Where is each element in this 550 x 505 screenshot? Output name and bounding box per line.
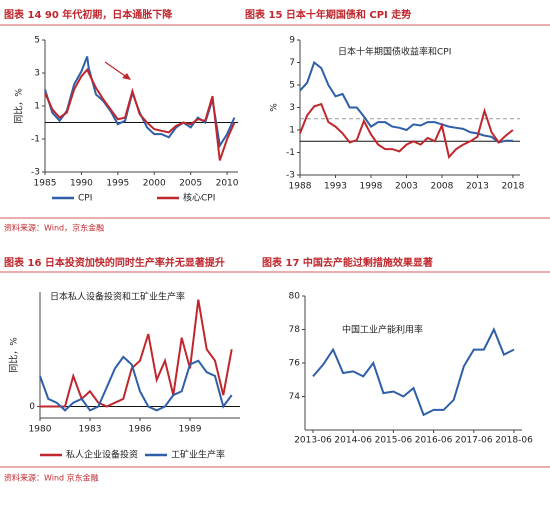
y-tick-label: 80 <box>289 292 301 302</box>
series-line <box>39 355 233 412</box>
y-tick-label: 76 <box>289 359 301 369</box>
y-tick-label: 0 <box>29 402 35 412</box>
x-tick-label: 1988 <box>289 182 312 192</box>
figure-title: 图表 16 日本投资加快的同时生产率并无显著提升 <box>4 256 225 269</box>
series-line <box>44 67 236 161</box>
x-tick-label: 2010 <box>216 179 239 189</box>
legend-label: 工矿业生产率 <box>171 449 225 461</box>
x-tick-label: 1998 <box>360 182 383 192</box>
legend-label: 私人企业设备投资 <box>66 449 138 461</box>
x-tick-label: 2005 <box>179 179 202 189</box>
y-tick-label: -1 <box>286 148 295 158</box>
legend-label: 核心CPI <box>183 192 215 204</box>
x-tick-label: 2000 <box>143 179 166 189</box>
y-tick-label: 1 <box>289 126 295 136</box>
y-tick-label: 7 <box>289 58 295 68</box>
series-line <box>40 299 233 408</box>
chart-title: 日本十年期国债收益率和CPI <box>338 46 451 58</box>
arrow-head <box>122 73 131 80</box>
y-tick-label: -1 <box>31 135 40 145</box>
x-tick-label: 1983 <box>79 425 102 435</box>
source: 资料来源：Wind，京东金融 <box>4 223 104 233</box>
x-tick-label: 1986 <box>129 425 152 435</box>
x-tick-label: 2014-06 <box>334 436 372 446</box>
x-tick-label: 2003 <box>395 182 418 192</box>
source: 资料来源：Wind 京东金融 <box>4 473 99 483</box>
y-axis-label: % <box>270 103 280 112</box>
x-tick-label: 1980 <box>29 425 52 435</box>
x-tick-label: 2018 <box>501 182 524 192</box>
series-line <box>299 102 514 160</box>
y-tick-label: 3 <box>34 69 40 79</box>
x-tick-label: 2016-06 <box>415 436 453 446</box>
x-tick-label: 2017-06 <box>455 436 493 446</box>
x-tick-label: 1985 <box>34 179 57 189</box>
y-tick-label: 1 <box>34 102 40 112</box>
y-axis-label: 同比，% <box>13 88 25 124</box>
legend-label: CPI <box>78 194 92 204</box>
x-tick-label: 2008 <box>430 182 453 192</box>
x-tick-label: 2013 <box>466 182 489 192</box>
x-tick-label: 1993 <box>324 182 347 192</box>
chart-title: 中国工业产能利用率 <box>342 324 423 336</box>
arrow <box>104 61 129 79</box>
figure-title: 图表 15 日本十年期国债和 CPI 走势 <box>245 8 411 21</box>
x-tick-label: 1990 <box>70 179 93 189</box>
x-tick-label: 2015-06 <box>375 436 413 446</box>
x-tick-label: 1995 <box>106 179 129 189</box>
series-line <box>312 327 515 417</box>
series-line <box>44 56 236 149</box>
x-tick-label: 2018-06 <box>495 436 533 446</box>
y-tick-label: 9 <box>289 36 295 46</box>
y-tick-label: 5 <box>34 36 40 46</box>
y-tick-label: -3 <box>31 168 40 178</box>
x-tick-label: 1989 <box>179 425 202 435</box>
series-line <box>299 60 513 144</box>
y-tick-label: -3 <box>286 171 295 181</box>
figure-title: 图表 14 90 年代初期，日本通胀下降 <box>4 8 173 21</box>
y-tick-label: 74 <box>289 392 301 402</box>
figure-title: 图表 17 中国去产能过剩措施效果显著 <box>262 256 433 269</box>
x-tick-label: 2013-06 <box>294 436 332 446</box>
y-tick-label: 3 <box>289 103 295 113</box>
y-tick-label: 78 <box>289 325 301 335</box>
y-tick-label: 5 <box>289 81 295 91</box>
y-axis-label: 同比，% <box>8 337 20 373</box>
chart-title: 日本私人设备投资和工矿业生产率 <box>50 291 185 303</box>
